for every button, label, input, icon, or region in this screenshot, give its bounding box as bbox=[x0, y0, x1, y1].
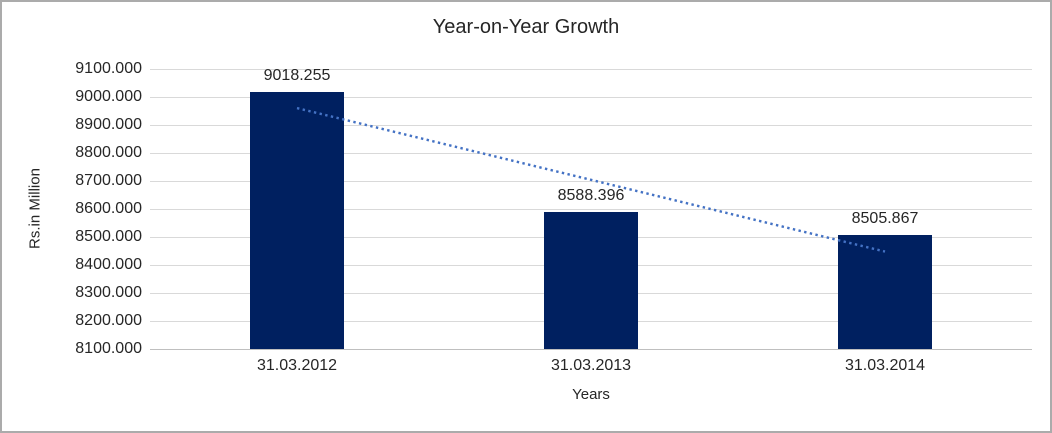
y-axis-tick-label: 8600.000 bbox=[75, 200, 142, 217]
bar bbox=[838, 235, 932, 349]
x-axis-title: Years bbox=[572, 386, 610, 403]
chart-title: Year-on-Year Growth bbox=[432, 16, 620, 38]
y-axis-tick-label: 8700.000 bbox=[75, 172, 142, 189]
y-axis-tick-label: 8100.000 bbox=[75, 340, 142, 357]
bar-value-label: 8588.396 bbox=[557, 187, 625, 205]
gridline bbox=[150, 153, 1032, 154]
y-axis-tick-label: 9100.000 bbox=[75, 60, 142, 77]
gridline bbox=[150, 69, 1032, 70]
y-axis-tick-label: 8800.000 bbox=[75, 144, 142, 161]
gridline bbox=[150, 125, 1032, 126]
x-axis-tick-label: 31.03.2012 bbox=[256, 357, 338, 374]
plot-area: 9018.255 8588.396 8505.867 bbox=[150, 66, 1032, 350]
bar bbox=[544, 212, 638, 349]
gridline bbox=[150, 181, 1032, 182]
x-axis-tick-label: 31.03.2014 bbox=[844, 357, 926, 374]
y-axis-tick-label: 9000.000 bbox=[75, 88, 142, 105]
trendline bbox=[296, 106, 886, 253]
bar bbox=[250, 91, 344, 349]
bar-value-label: 8505.867 bbox=[851, 210, 919, 228]
y-axis-tick-label: 8500.000 bbox=[75, 228, 142, 245]
y-axis-tick-label: 8300.000 bbox=[75, 284, 142, 301]
gridline bbox=[150, 209, 1032, 210]
gridline bbox=[150, 97, 1032, 98]
x-axis-tick-label: 31.03.2013 bbox=[550, 357, 632, 374]
y-axis-tick-label: 8400.000 bbox=[75, 256, 142, 273]
y-axis-tick-label: 8900.000 bbox=[75, 116, 142, 133]
y-axis-tick-label: 8200.000 bbox=[75, 312, 142, 329]
bar-value-label: 9018.255 bbox=[263, 66, 331, 84]
